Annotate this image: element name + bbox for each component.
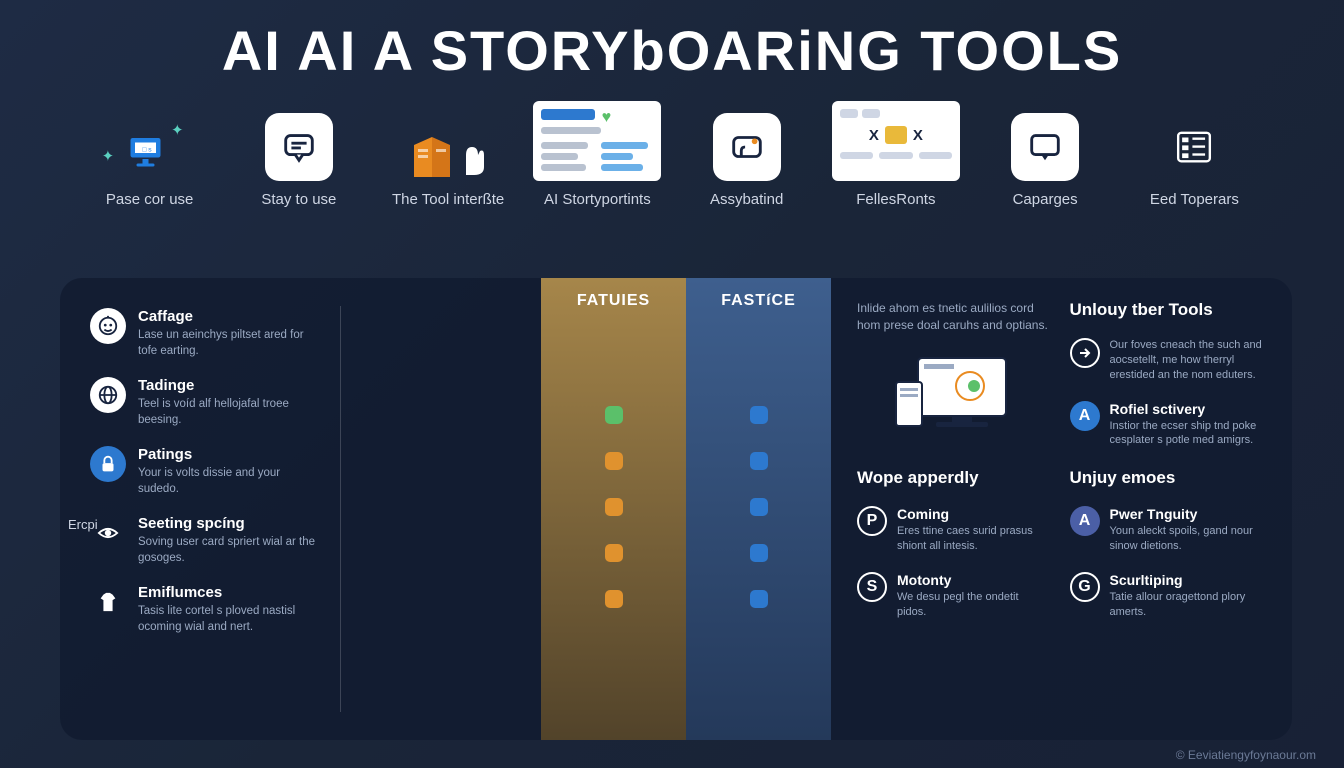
pose-icon: □ s ✦ ✦	[126, 129, 174, 181]
feature-title: Patings	[138, 446, 322, 463]
page-title: AI AI A STORYbOARiNG TOOLS	[0, 0, 1344, 95]
compare-col-b: FASTíCE	[686, 278, 831, 740]
top-label: Caparges	[1013, 191, 1078, 208]
compare-pill	[605, 452, 623, 470]
top-label: Stay to use	[261, 191, 336, 208]
compare-pill	[750, 544, 768, 562]
info-title: Scurltiping	[1110, 572, 1263, 588]
compare-pill	[750, 406, 768, 424]
eed-icon	[1160, 113, 1228, 181]
feature-tadinge: Tadinge Teel is voíd alf hellojafal troee…	[90, 377, 322, 428]
info-title: Pwer Tnguity	[1110, 506, 1263, 522]
compare-pill	[750, 590, 768, 608]
credit-text: © Eeviatiengyfoynaour.om	[1176, 748, 1316, 762]
a-badge-icon: A	[1070, 401, 1100, 431]
info-text: Youn aleckt spoils, gand nour sinow diet…	[1110, 524, 1263, 554]
compare-pill	[750, 452, 768, 470]
top-icon-row: □ s ✦ ✦ Pase cor use Stay to use The Too…	[0, 95, 1344, 216]
top-item-felles: X X FellesRonts	[826, 101, 965, 208]
features-column: Caffage Lase un aeinchys piltset ared for…	[60, 278, 340, 740]
info-text: We desu pegl the ondetit pidos.	[897, 590, 1050, 620]
top-label: Eed Toperars	[1150, 191, 1239, 208]
arrow-circle-icon	[1070, 338, 1100, 368]
section-b-title: Wope apperdly	[857, 468, 1050, 488]
compare-pill	[605, 406, 623, 424]
feature-desc: Teel is voíd alf hellojafal troee beesin…	[138, 397, 322, 428]
feature-title: Tadinge	[138, 377, 322, 394]
info-text: Eres ttine caes surid prasus shiont all …	[897, 524, 1050, 554]
lock-icon	[90, 446, 126, 482]
feature-desc: Your is volts dissie and your sudedo.	[138, 466, 322, 497]
compare-header-b: FASTíCE	[721, 292, 796, 310]
device-illustration	[888, 352, 1018, 442]
compare-pill	[605, 498, 623, 516]
stay-icon	[265, 113, 333, 181]
storypoints-icon: ♥	[533, 101, 661, 181]
top-item-stay: Stay to use	[229, 113, 368, 208]
top-label: Pase cor use	[106, 191, 194, 208]
top-label: Assybatind	[710, 191, 783, 208]
info-text: Our foves cneach the such and aocsetellt…	[1110, 338, 1263, 383]
feature-caffage: Caffage Lase un aeinchys piltset ared for…	[90, 308, 322, 359]
compare-col-a: FATUIES	[541, 278, 686, 740]
feature-title: Seeting spcíng	[138, 515, 322, 532]
top-item-story: ♥ AI Stortyportints	[528, 101, 667, 208]
info-title: Rofiel sctivery	[1110, 401, 1263, 417]
top-item-pose: □ s ✦ ✦ Pase cor use	[80, 129, 219, 208]
compare-pill	[750, 498, 768, 516]
assyband-icon	[713, 113, 781, 181]
top-label: AI Stortyportints	[544, 191, 651, 208]
p-badge-icon: P	[857, 506, 887, 536]
main-panel: Caffage Lase un aeinchys piltset ared for…	[60, 278, 1292, 740]
info-item: G Scurltiping Tatie allour oragettond plo…	[1070, 572, 1263, 620]
tool-interface-icon	[410, 133, 486, 181]
a2-badge-icon: A	[1070, 506, 1100, 536]
info-title: Motonty	[897, 572, 1050, 588]
feature-patings: Patings Your is volts dissie and your sud…	[90, 446, 322, 497]
robot-icon	[90, 308, 126, 344]
shirt-icon	[90, 584, 126, 620]
feature-emiflu: Emiflumces Tasis lite cortel s ploved nas…	[90, 584, 322, 635]
right-top-desc: Inlide ahom es tnetic aulilios cord hom …	[857, 300, 1050, 334]
info-text: Tatie allour oragettond plory amerts.	[1110, 590, 1263, 620]
feature-title: Emiflumces	[138, 584, 322, 601]
right-info-column: Inlide ahom es tnetic aulilios cord hom …	[831, 278, 1292, 740]
g-badge-icon: G	[1070, 572, 1100, 602]
s-badge-icon: S	[857, 572, 887, 602]
info-item: Our foves cneach the such and aocsetellt…	[1070, 338, 1263, 383]
svg-text:□ s: □ s	[142, 147, 152, 154]
compare-header-a: FATUIES	[577, 292, 650, 310]
info-item: S Motonty We desu pegl the ondetit pidos.	[857, 572, 1050, 620]
info-title: Coming	[897, 506, 1050, 522]
top-item-assy: Assybatind	[677, 113, 816, 208]
section-c-title: Unjuy emoes	[1070, 468, 1263, 488]
info-item: P Coming Eres ttine caes surid prasus shi…	[857, 506, 1050, 554]
top-item-coparges: Caparges	[976, 113, 1115, 208]
compare-pill	[605, 590, 623, 608]
feature-desc: Soving user card spriert wial ar the gos…	[138, 535, 322, 566]
feature-seeing: Ercpi Seeting spcíngSoving user card spr…	[90, 515, 322, 566]
felles-icon: X X	[832, 101, 960, 181]
coparges-icon	[1011, 113, 1079, 181]
ercpi-label: Ercpi	[68, 517, 98, 532]
info-text: Instior the ecser ship tnd poke cesplate…	[1110, 419, 1263, 449]
compare-pill	[605, 544, 623, 562]
section-a-title: Unlouy tber Tools	[1070, 300, 1263, 320]
top-label: The Tool interßte	[392, 191, 504, 208]
feature-desc: Lase un aeinchys piltset ared for tofe e…	[138, 328, 322, 359]
info-item: A Rofiel sctivery Instior the ecser ship …	[1070, 401, 1263, 449]
feature-title: Caffage	[138, 308, 322, 325]
info-item: A Pwer Tnguity Youn aleckt spoils, gand n…	[1070, 506, 1263, 554]
feature-desc: Tasis lite cortel s ploved nastisl ocomi…	[138, 604, 322, 635]
top-item-eed: Eed Toperars	[1125, 113, 1264, 208]
top-item-tool: The Tool interßte	[379, 133, 518, 208]
blank-column	[341, 278, 541, 740]
globe-icon	[90, 377, 126, 413]
top-label: FellesRonts	[856, 191, 935, 208]
compare-block: FATUIES FASTíCE	[541, 278, 831, 740]
